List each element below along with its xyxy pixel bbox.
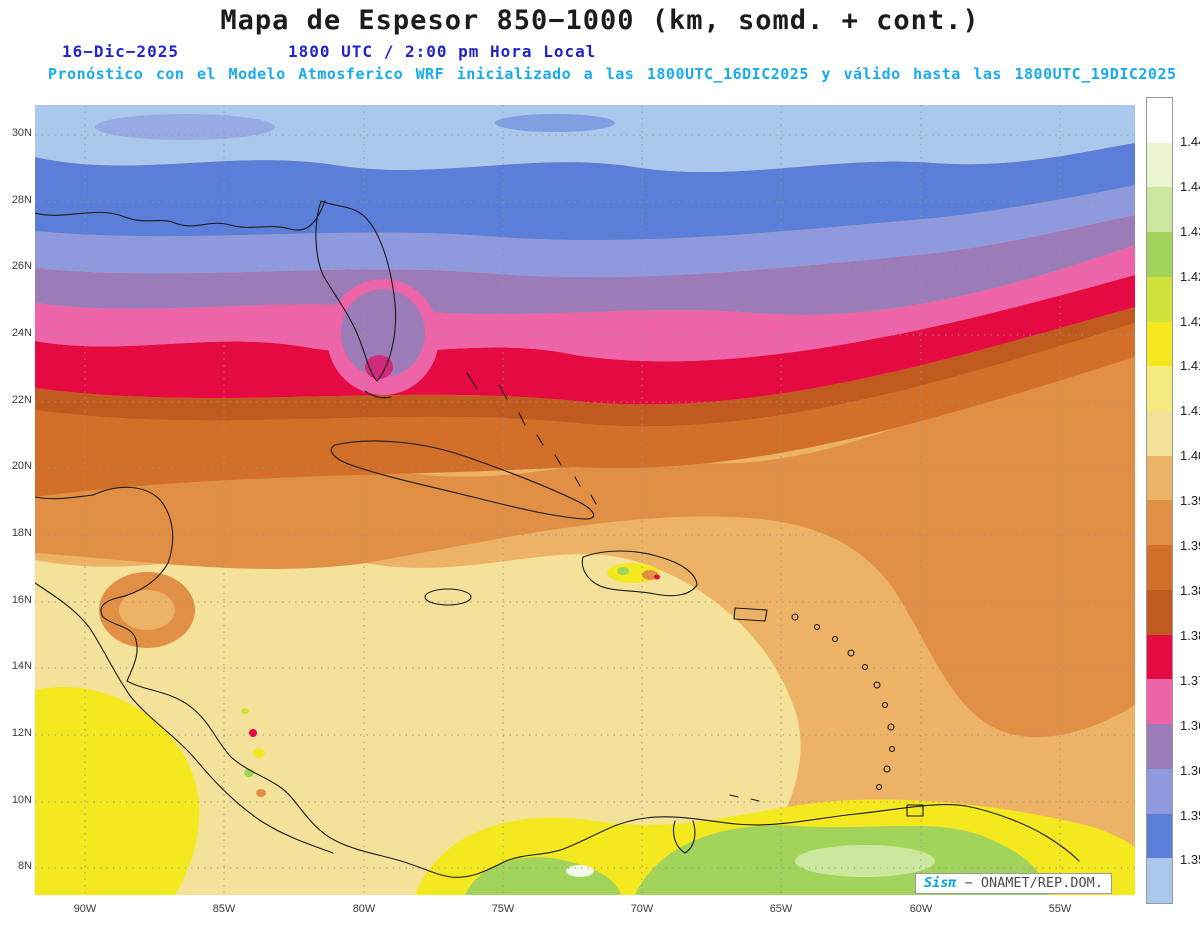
gridlines — [35, 105, 1135, 895]
lon-label: 65W — [769, 903, 793, 915]
colorbar-segment — [1147, 411, 1172, 456]
colorbar-tick: 1.398 — [1180, 493, 1200, 508]
lon-label: 55W — [1048, 903, 1072, 915]
watermark-badge: Sisπ − ONAMET/REP.DOM. — [915, 873, 1112, 894]
colorbar-segment — [1147, 724, 1172, 769]
lat-label: 28N — [11, 194, 32, 206]
page-title: Mapa de Espesor 850−1000 (km, somd. + co… — [220, 5, 980, 36]
map-plot-area: Sisπ − ONAMET/REP.DOM. — [34, 105, 1135, 895]
valid-time-label: 1800 UTC / 2:00 pm Hora Local — [288, 42, 597, 61]
lon-label: 60W — [909, 903, 933, 915]
colorbar-tick: 1.38 — [1180, 628, 1200, 643]
colorbar-segment — [1147, 858, 1172, 903]
colorbar-segment — [1147, 187, 1172, 233]
lat-label: 16N — [11, 594, 32, 606]
colorbar-tick: 1.404 — [1180, 448, 1200, 463]
colorbar-tick: 1.392 — [1180, 538, 1200, 553]
forecast-model-info: Pronóstico con el Modelo Atmosferico WRF… — [48, 65, 1177, 83]
coastlines — [34, 200, 1080, 878]
lon-label: 75W — [491, 903, 515, 915]
colorbar-segment — [1147, 589, 1172, 635]
lat-label: 18N — [11, 527, 32, 539]
lon-label: 90W — [73, 903, 97, 915]
colorbar-tick: 1.41 — [1180, 403, 1200, 418]
colorbar-segment — [1147, 768, 1172, 814]
colorbar-tick: 1.44 — [1180, 179, 1200, 194]
colorbar-tick: 1.35 — [1180, 852, 1200, 867]
watermark-brand: Sisπ — [924, 875, 957, 891]
colorbar-tick: 1.446 — [1180, 134, 1200, 149]
colorbar-tick: 1.362 — [1180, 763, 1200, 778]
contour-bands — [35, 105, 1135, 895]
lat-label: 14N — [11, 660, 32, 672]
lat-label: 10N — [11, 794, 32, 806]
lon-label: 80W — [352, 903, 376, 915]
lat-label: 30N — [11, 127, 32, 139]
colorbar-tick: 1.422 — [1180, 314, 1200, 329]
lon-label: 85W — [212, 903, 236, 915]
date-label: 16−Dic−2025 — [62, 42, 179, 61]
colorbar-tick: 1.434 — [1180, 224, 1200, 239]
lon-label: 70W — [630, 903, 654, 915]
colorbar-tick: 1.386 — [1180, 583, 1200, 598]
colorbar-segment — [1147, 545, 1172, 590]
colorbar-segment — [1147, 679, 1172, 725]
lat-label: 8N — [17, 860, 32, 872]
colorbar-segment — [1147, 455, 1172, 501]
lat-label: 12N — [11, 727, 32, 739]
colorbar-tick: 1.368 — [1180, 718, 1200, 733]
colorbar-segment — [1147, 634, 1172, 680]
colorbar-segment — [1147, 366, 1172, 412]
lat-label: 24N — [11, 327, 32, 339]
lat-label: 26N — [11, 260, 32, 272]
colorbar-tick: 1.416 — [1180, 358, 1200, 373]
colorbar-segment — [1147, 321, 1172, 367]
colorbar-tick: 1.374 — [1180, 673, 1200, 688]
colorbar-segment — [1147, 813, 1172, 859]
colorbar-segment — [1147, 276, 1172, 322]
colorbar-segment — [1147, 142, 1172, 188]
lat-label: 22N — [11, 394, 32, 406]
colorbar-segment — [1147, 98, 1172, 143]
colorbar-tick: 1.356 — [1180, 808, 1200, 823]
colorbar-tick: 1.428 — [1180, 269, 1200, 284]
thickness-contour-map — [34, 105, 1135, 895]
watermark-text: − ONAMET/REP.DOM. — [964, 875, 1103, 891]
colorbar-segments — [1146, 97, 1173, 904]
lat-label: 20N — [11, 460, 32, 472]
colorbar-segment — [1147, 232, 1172, 277]
colorbar-segment — [1147, 500, 1172, 546]
